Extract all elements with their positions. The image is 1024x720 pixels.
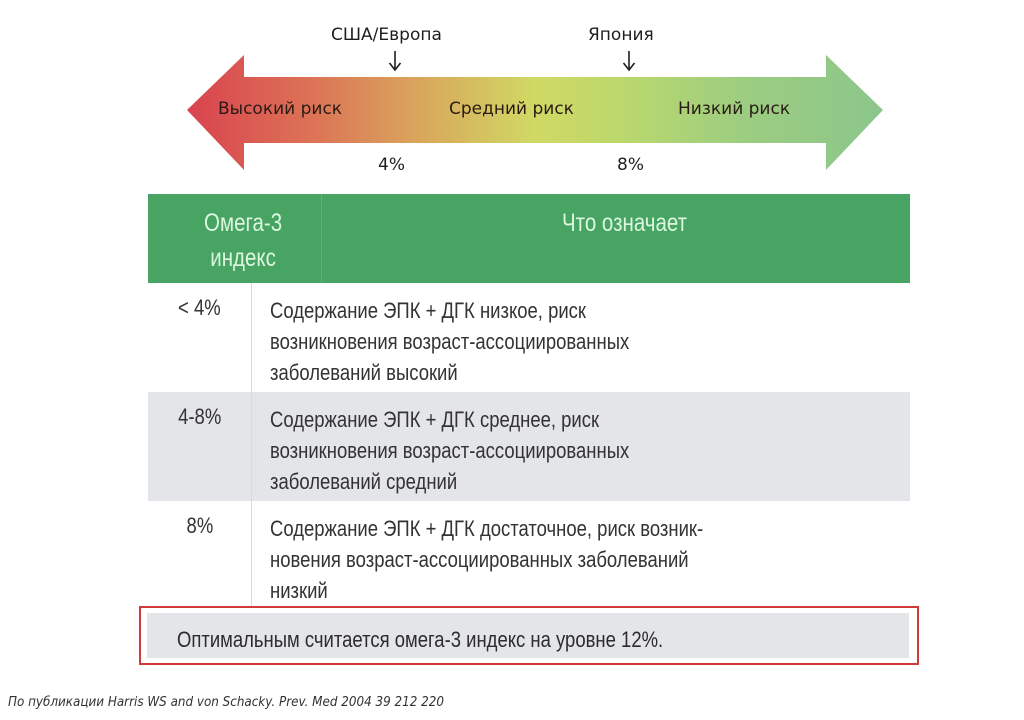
table-header: Омега-3 индекс Что означает	[148, 194, 910, 283]
marker-label-japan: Япония	[588, 25, 654, 45]
tick-label-4: 4%	[378, 155, 405, 175]
optimal-index-callout: Оптимальным считается омега-3 индекс на …	[139, 606, 919, 665]
zone-label-high-risk: Высокий риск	[218, 99, 343, 119]
down-arrow-icon	[622, 51, 636, 72]
zone-label-medium-risk: Средний риск	[449, 99, 574, 119]
table-row: < 4% Содержание ЭПК + ДГК низкое, риск в…	[148, 283, 910, 392]
down-arrow-icon	[388, 51, 402, 72]
row-description-cell: Содержание ЭПК + ДГК среднее, риск возни…	[252, 392, 910, 501]
callout-background: Оптимальным считается омега-3 индекс на …	[147, 613, 909, 658]
row-description-cell: Содержание ЭПК + ДГК достаточное, риск в…	[252, 501, 910, 606]
row-index: < 4%	[178, 295, 221, 320]
callout-text: Оптимальным считается омега-3 индекс на …	[177, 627, 664, 652]
row-index: 8%	[186, 513, 213, 538]
marker-label-usa-europe: США/Европа	[331, 25, 442, 45]
header-meaning: Что означает	[562, 209, 687, 237]
row-index-cell: < 4%	[148, 283, 252, 392]
row-description: Содержание ЭПК + ДГК низкое, риск возник…	[270, 298, 630, 385]
header-omega3-index: Омега-3 индекс	[165, 194, 322, 283]
table-row: 8% Содержание ЭПК + ДГК достаточное, рис…	[148, 501, 910, 606]
tick-label-8: 8%	[617, 155, 644, 175]
row-description-cell: Содержание ЭПК + ДГК низкое, риск возник…	[252, 283, 910, 392]
header-line-1: Омега-3	[204, 209, 283, 237]
header-line-2: индекс	[210, 244, 276, 272]
risk-scale-arrow	[187, 55, 883, 170]
table-row: 4-8% Содержание ЭПК + ДГК среднее, риск …	[148, 392, 910, 501]
zone-label-low-risk: Низкий риск	[678, 99, 791, 119]
row-description: Содержание ЭПК + ДГК среднее, риск возни…	[270, 407, 630, 494]
row-index-cell: 4-8%	[148, 392, 252, 501]
source-citation: По публикации Harris WS and von Schacky.…	[8, 695, 444, 710]
row-description: Содержание ЭПК + ДГК достаточное, риск в…	[270, 516, 704, 603]
row-index-cell: 8%	[148, 501, 252, 606]
row-index: 4-8%	[177, 404, 222, 429]
